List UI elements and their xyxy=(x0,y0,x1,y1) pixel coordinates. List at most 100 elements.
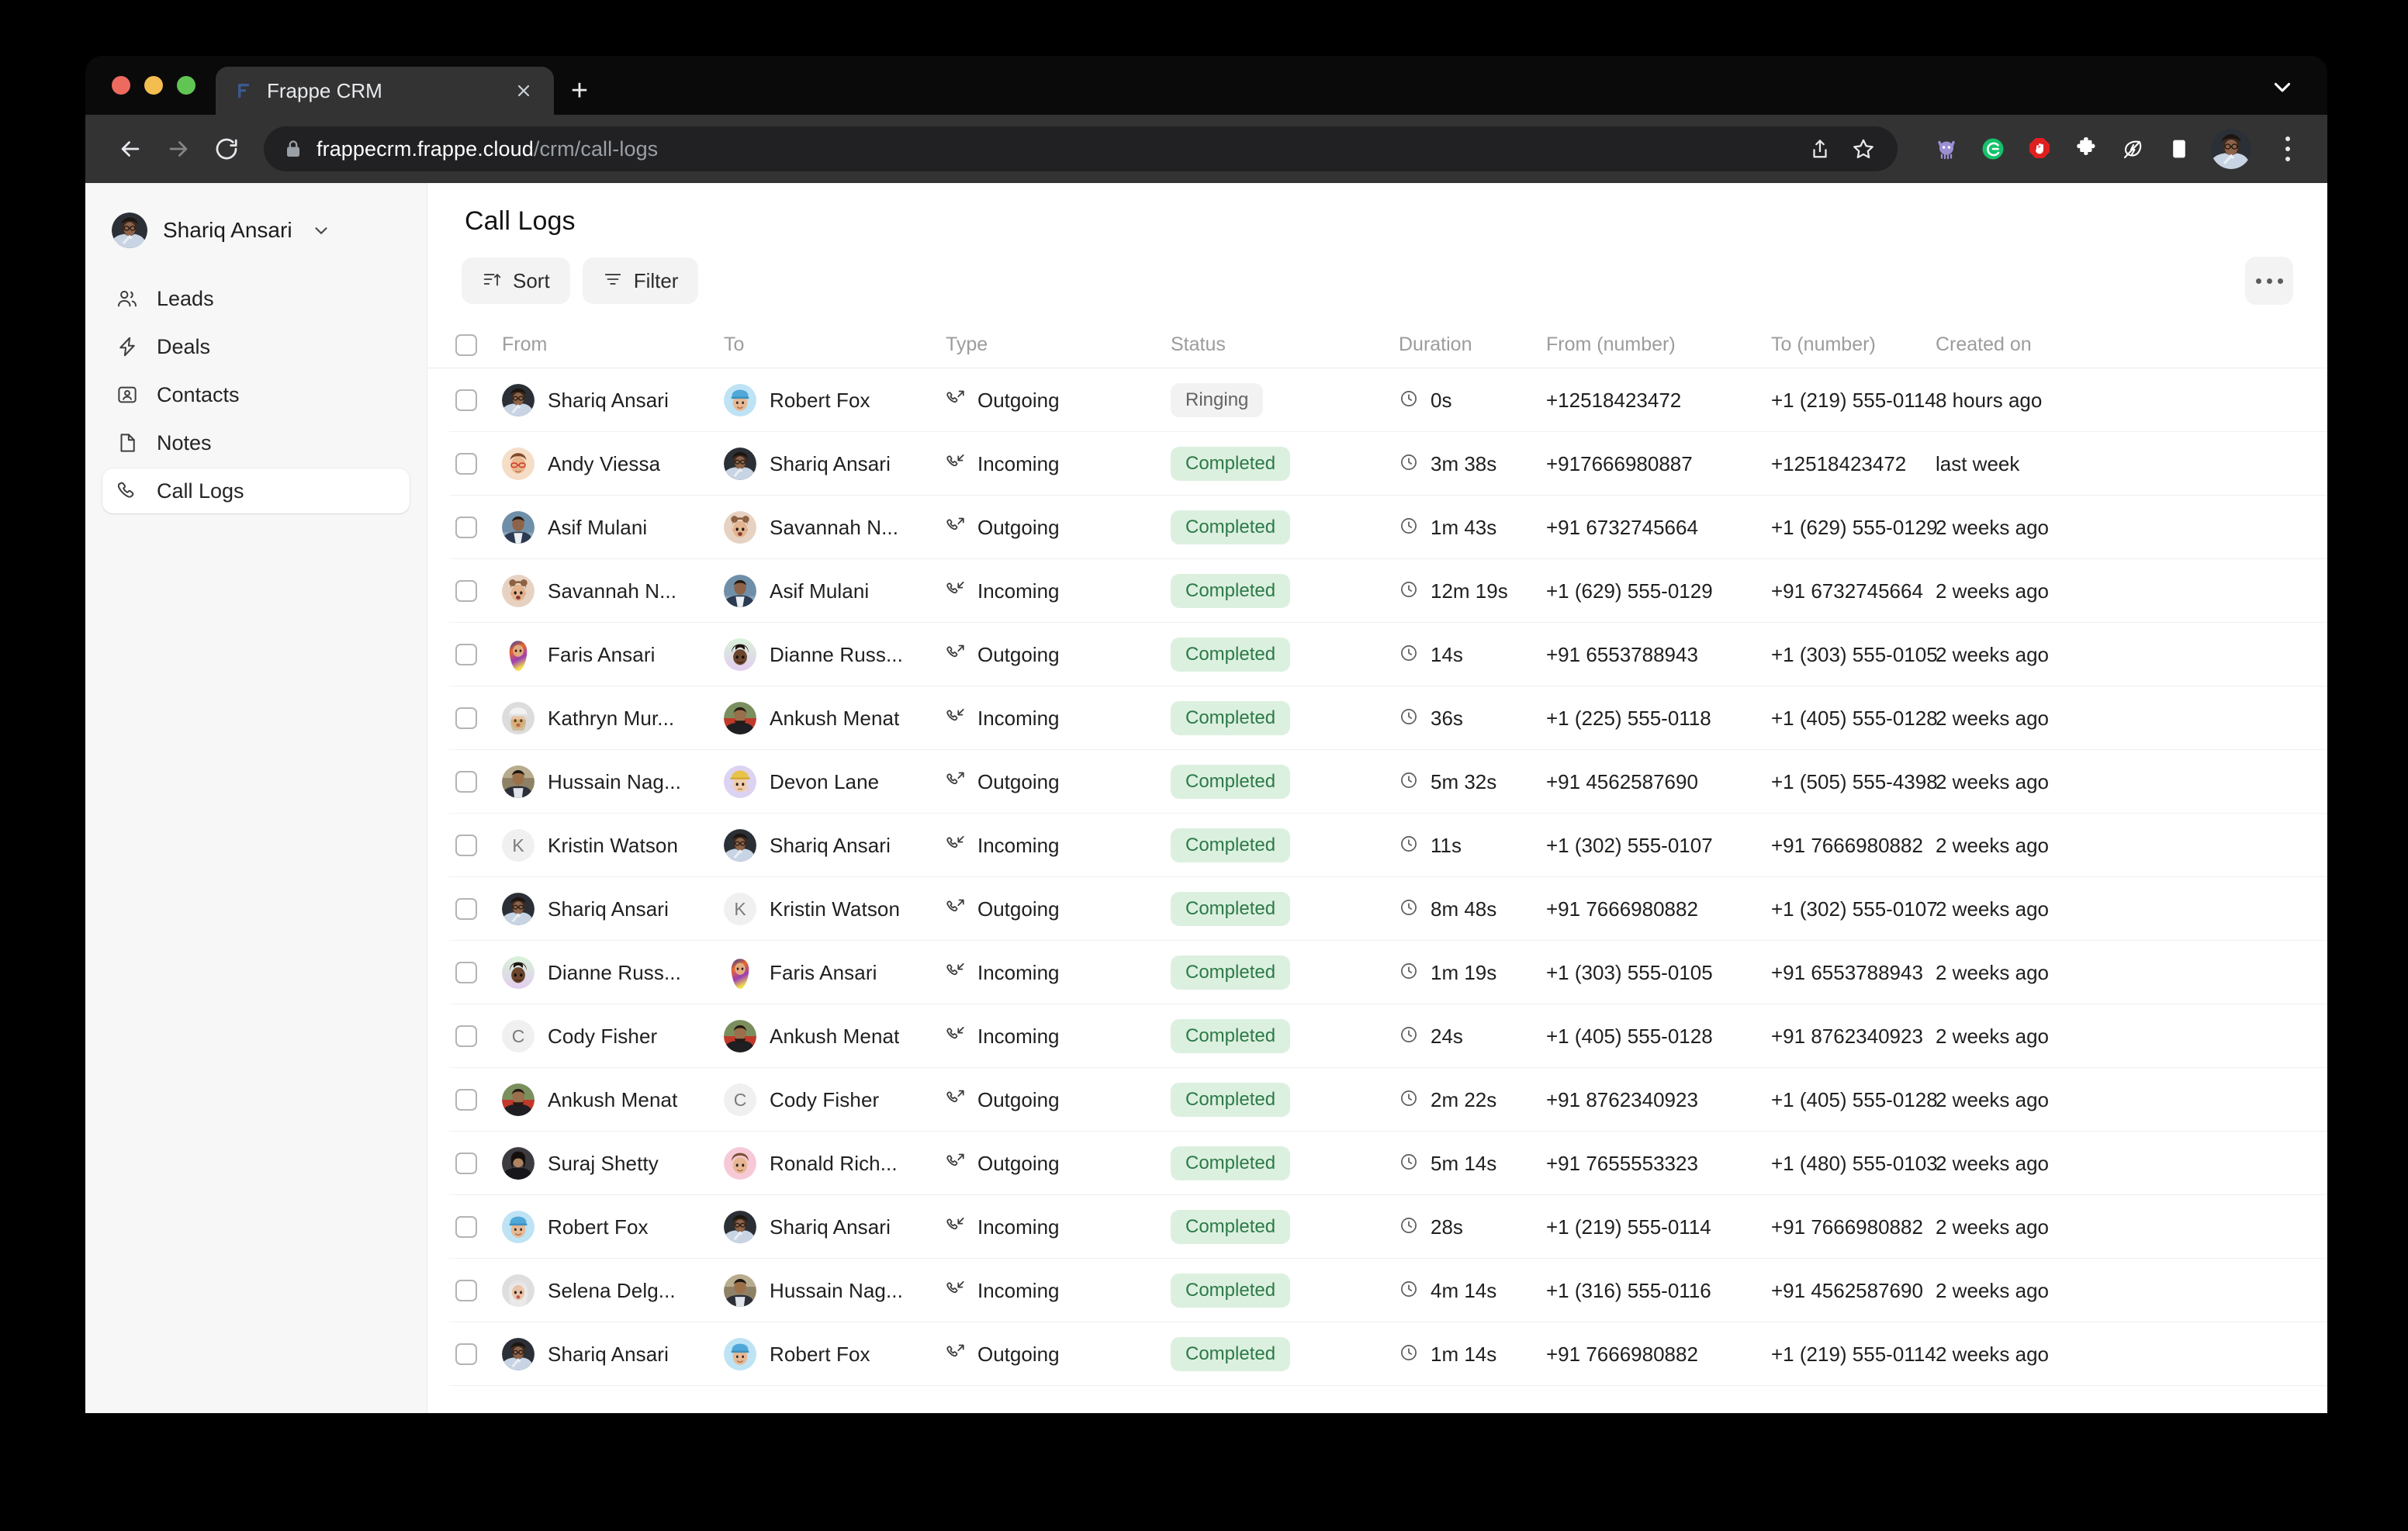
table-row[interactable]: Shariq Ansari Robert Fox Outgoing Completed… xyxy=(427,1322,2327,1386)
address-bar[interactable]: frappecrm.frappe.cloud/crm/call-logs xyxy=(264,126,1898,171)
avatar xyxy=(502,384,535,416)
minimize-window-button[interactable] xyxy=(144,76,163,95)
sidebar-item-leads[interactable]: Leads xyxy=(102,276,410,321)
grammarly-extension-icon[interactable] xyxy=(1974,130,2012,168)
row-checkbox[interactable] xyxy=(449,771,502,793)
cell-status: Completed xyxy=(1171,638,1399,672)
table-row[interactable]: Suraj Shetty Ronald Rich... Outgoing Comple… xyxy=(427,1132,2327,1195)
status-badge: Completed xyxy=(1171,1337,1291,1371)
table-row[interactable]: Selena Delg... Hussain Nag... Incoming Comp… xyxy=(427,1259,2327,1322)
table-row[interactable]: Kathryn Mur... Ankush Menat Incoming Comple… xyxy=(427,686,2327,750)
kebab-menu-icon[interactable] xyxy=(2268,128,2307,170)
adblock-extension-icon[interactable] xyxy=(2020,130,2059,168)
reload-button[interactable] xyxy=(205,127,248,171)
column-header-to[interactable]: To xyxy=(724,334,745,355)
puzzle-extensions-icon[interactable] xyxy=(2067,130,2105,168)
status-badge: Ringing xyxy=(1171,383,1264,417)
sidebar-user-switcher[interactable]: Shariq Ansari xyxy=(102,205,410,256)
forward-button[interactable] xyxy=(157,127,200,171)
row-checkbox[interactable] xyxy=(449,1343,502,1365)
column-header-created-on[interactable]: Created on xyxy=(1936,334,2032,355)
row-checkbox[interactable] xyxy=(449,1280,502,1301)
status-badge: Completed xyxy=(1171,1083,1291,1117)
duration-value: 3m 38s xyxy=(1431,451,1497,475)
row-checkbox[interactable] xyxy=(449,835,502,856)
sidebar-item-call-logs[interactable]: Call Logs xyxy=(102,468,410,513)
table-row[interactable]: Shariq Ansari Robert Fox Outgoing Ringing 0s… xyxy=(427,368,2327,432)
back-button[interactable] xyxy=(109,127,152,171)
sidebar-item-contacts[interactable]: Contacts xyxy=(102,372,410,417)
to-name: Savannah N... xyxy=(770,515,899,539)
column-header-to-number[interactable]: To (number) xyxy=(1771,334,1876,355)
select-all-checkbox[interactable] xyxy=(449,334,502,356)
url-path: /crm/call-logs xyxy=(533,137,659,161)
column-header-from[interactable]: From xyxy=(502,334,548,355)
sort-button-label: Sort xyxy=(513,268,550,292)
cell-type: Incoming xyxy=(946,961,1171,985)
column-header-duration[interactable]: Duration xyxy=(1399,334,1472,355)
row-checkbox[interactable] xyxy=(449,517,502,538)
to-name: Ankush Menat xyxy=(770,706,900,730)
row-checkbox[interactable] xyxy=(449,1089,502,1111)
table-row[interactable]: Andy Viessa Shariq Ansari Incoming Complete… xyxy=(427,432,2327,496)
maximize-window-button[interactable] xyxy=(177,76,195,95)
browser-tab-frappe-crm[interactable]: Frappe CRM xyxy=(216,67,554,115)
column-header-status[interactable]: Status xyxy=(1171,334,1226,355)
chevron-down-icon[interactable] xyxy=(311,220,331,240)
share-icon[interactable] xyxy=(1800,129,1840,169)
cell-created-on: 2 weeks ago xyxy=(1936,960,2049,984)
table-row[interactable]: Robert Fox Shariq Ansari Incoming Completed… xyxy=(427,1195,2327,1259)
sidebar-item-deals[interactable]: Deals xyxy=(102,324,410,369)
status-badge: Completed xyxy=(1171,447,1291,481)
type-label: Outgoing xyxy=(977,1151,1060,1175)
avatar xyxy=(502,448,535,480)
table-row[interactable]: C Cody Fisher Ankush Menat Incoming Complete… xyxy=(427,1004,2327,1068)
row-checkbox[interactable] xyxy=(449,1025,502,1047)
sidebar-item-notes[interactable]: Notes xyxy=(102,420,410,465)
call-incoming-icon xyxy=(946,579,966,603)
address-bar-text: frappecrm.frappe.cloud/crm/call-logs xyxy=(317,137,658,161)
row-checkbox[interactable] xyxy=(449,644,502,665)
browser-window: Frappe CRM + frappecrm.frappe.cloud/crm/… xyxy=(85,56,2327,1413)
filter-button[interactable]: Filter xyxy=(582,257,699,304)
row-checkbox[interactable] xyxy=(449,1216,502,1238)
status-badge: Completed xyxy=(1171,701,1291,735)
close-icon[interactable] xyxy=(510,78,537,104)
cell-to-number: +1 (480) 555-0103 xyxy=(1771,1151,1938,1175)
table-row[interactable]: Faris Ansari Dianne Russ... Outgoing Comple… xyxy=(427,623,2327,686)
cell-duration: 1m 14s xyxy=(1399,1343,1546,1367)
chevron-down-icon[interactable] xyxy=(2265,70,2299,104)
row-checkbox[interactable] xyxy=(449,580,502,602)
profile-avatar[interactable] xyxy=(2211,129,2251,169)
octocat-extension-icon[interactable] xyxy=(1927,130,1966,168)
list-options-button[interactable] xyxy=(2245,257,2293,305)
table-row[interactable]: Savannah N... Asif Mulani Incoming Complete… xyxy=(427,559,2327,623)
table-row[interactable]: Dianne Russ... Faris Ansari Incoming Comple… xyxy=(427,941,2327,1004)
sort-button[interactable]: Sort xyxy=(462,257,570,304)
row-checkbox[interactable] xyxy=(449,962,502,983)
extensions-row xyxy=(1927,128,2307,170)
table-row[interactable]: Asif Mulani Savannah N... Outgoing Complete… xyxy=(427,496,2327,559)
table-row[interactable]: Hussain Nag... Devon Lane Outgoing Complete… xyxy=(427,750,2327,814)
leaf-extension-icon[interactable] xyxy=(2113,130,2152,168)
row-checkbox[interactable] xyxy=(449,453,502,475)
from-name: Selena Delg... xyxy=(548,1278,676,1302)
column-header-type[interactable]: Type xyxy=(946,334,988,355)
avatar xyxy=(502,1211,535,1243)
row-checkbox[interactable] xyxy=(449,898,502,920)
cell-to: K Kristin Watson xyxy=(724,893,946,925)
new-tab-button[interactable]: + xyxy=(570,74,589,107)
type-label: Outgoing xyxy=(977,769,1060,793)
close-window-button[interactable] xyxy=(112,76,130,95)
status-badge: Completed xyxy=(1171,828,1291,862)
row-checkbox[interactable] xyxy=(449,1153,502,1174)
table-row[interactable]: Shariq Ansari K Kristin Watson Outgoing Comp… xyxy=(427,877,2327,941)
column-header-from-number[interactable]: From (number) xyxy=(1546,334,1676,355)
row-checkbox[interactable] xyxy=(449,707,502,729)
row-checkbox[interactable] xyxy=(449,389,502,411)
sidepanel-icon[interactable] xyxy=(2160,130,2199,168)
table-row[interactable]: Ankush Menat C Cody Fisher Outgoing Complete… xyxy=(427,1068,2327,1132)
cell-from: C Cody Fisher xyxy=(502,1020,724,1052)
star-icon[interactable] xyxy=(1843,129,1884,169)
table-row[interactable]: K Kristin Watson Shariq Ansari Incoming Comp… xyxy=(427,814,2327,877)
